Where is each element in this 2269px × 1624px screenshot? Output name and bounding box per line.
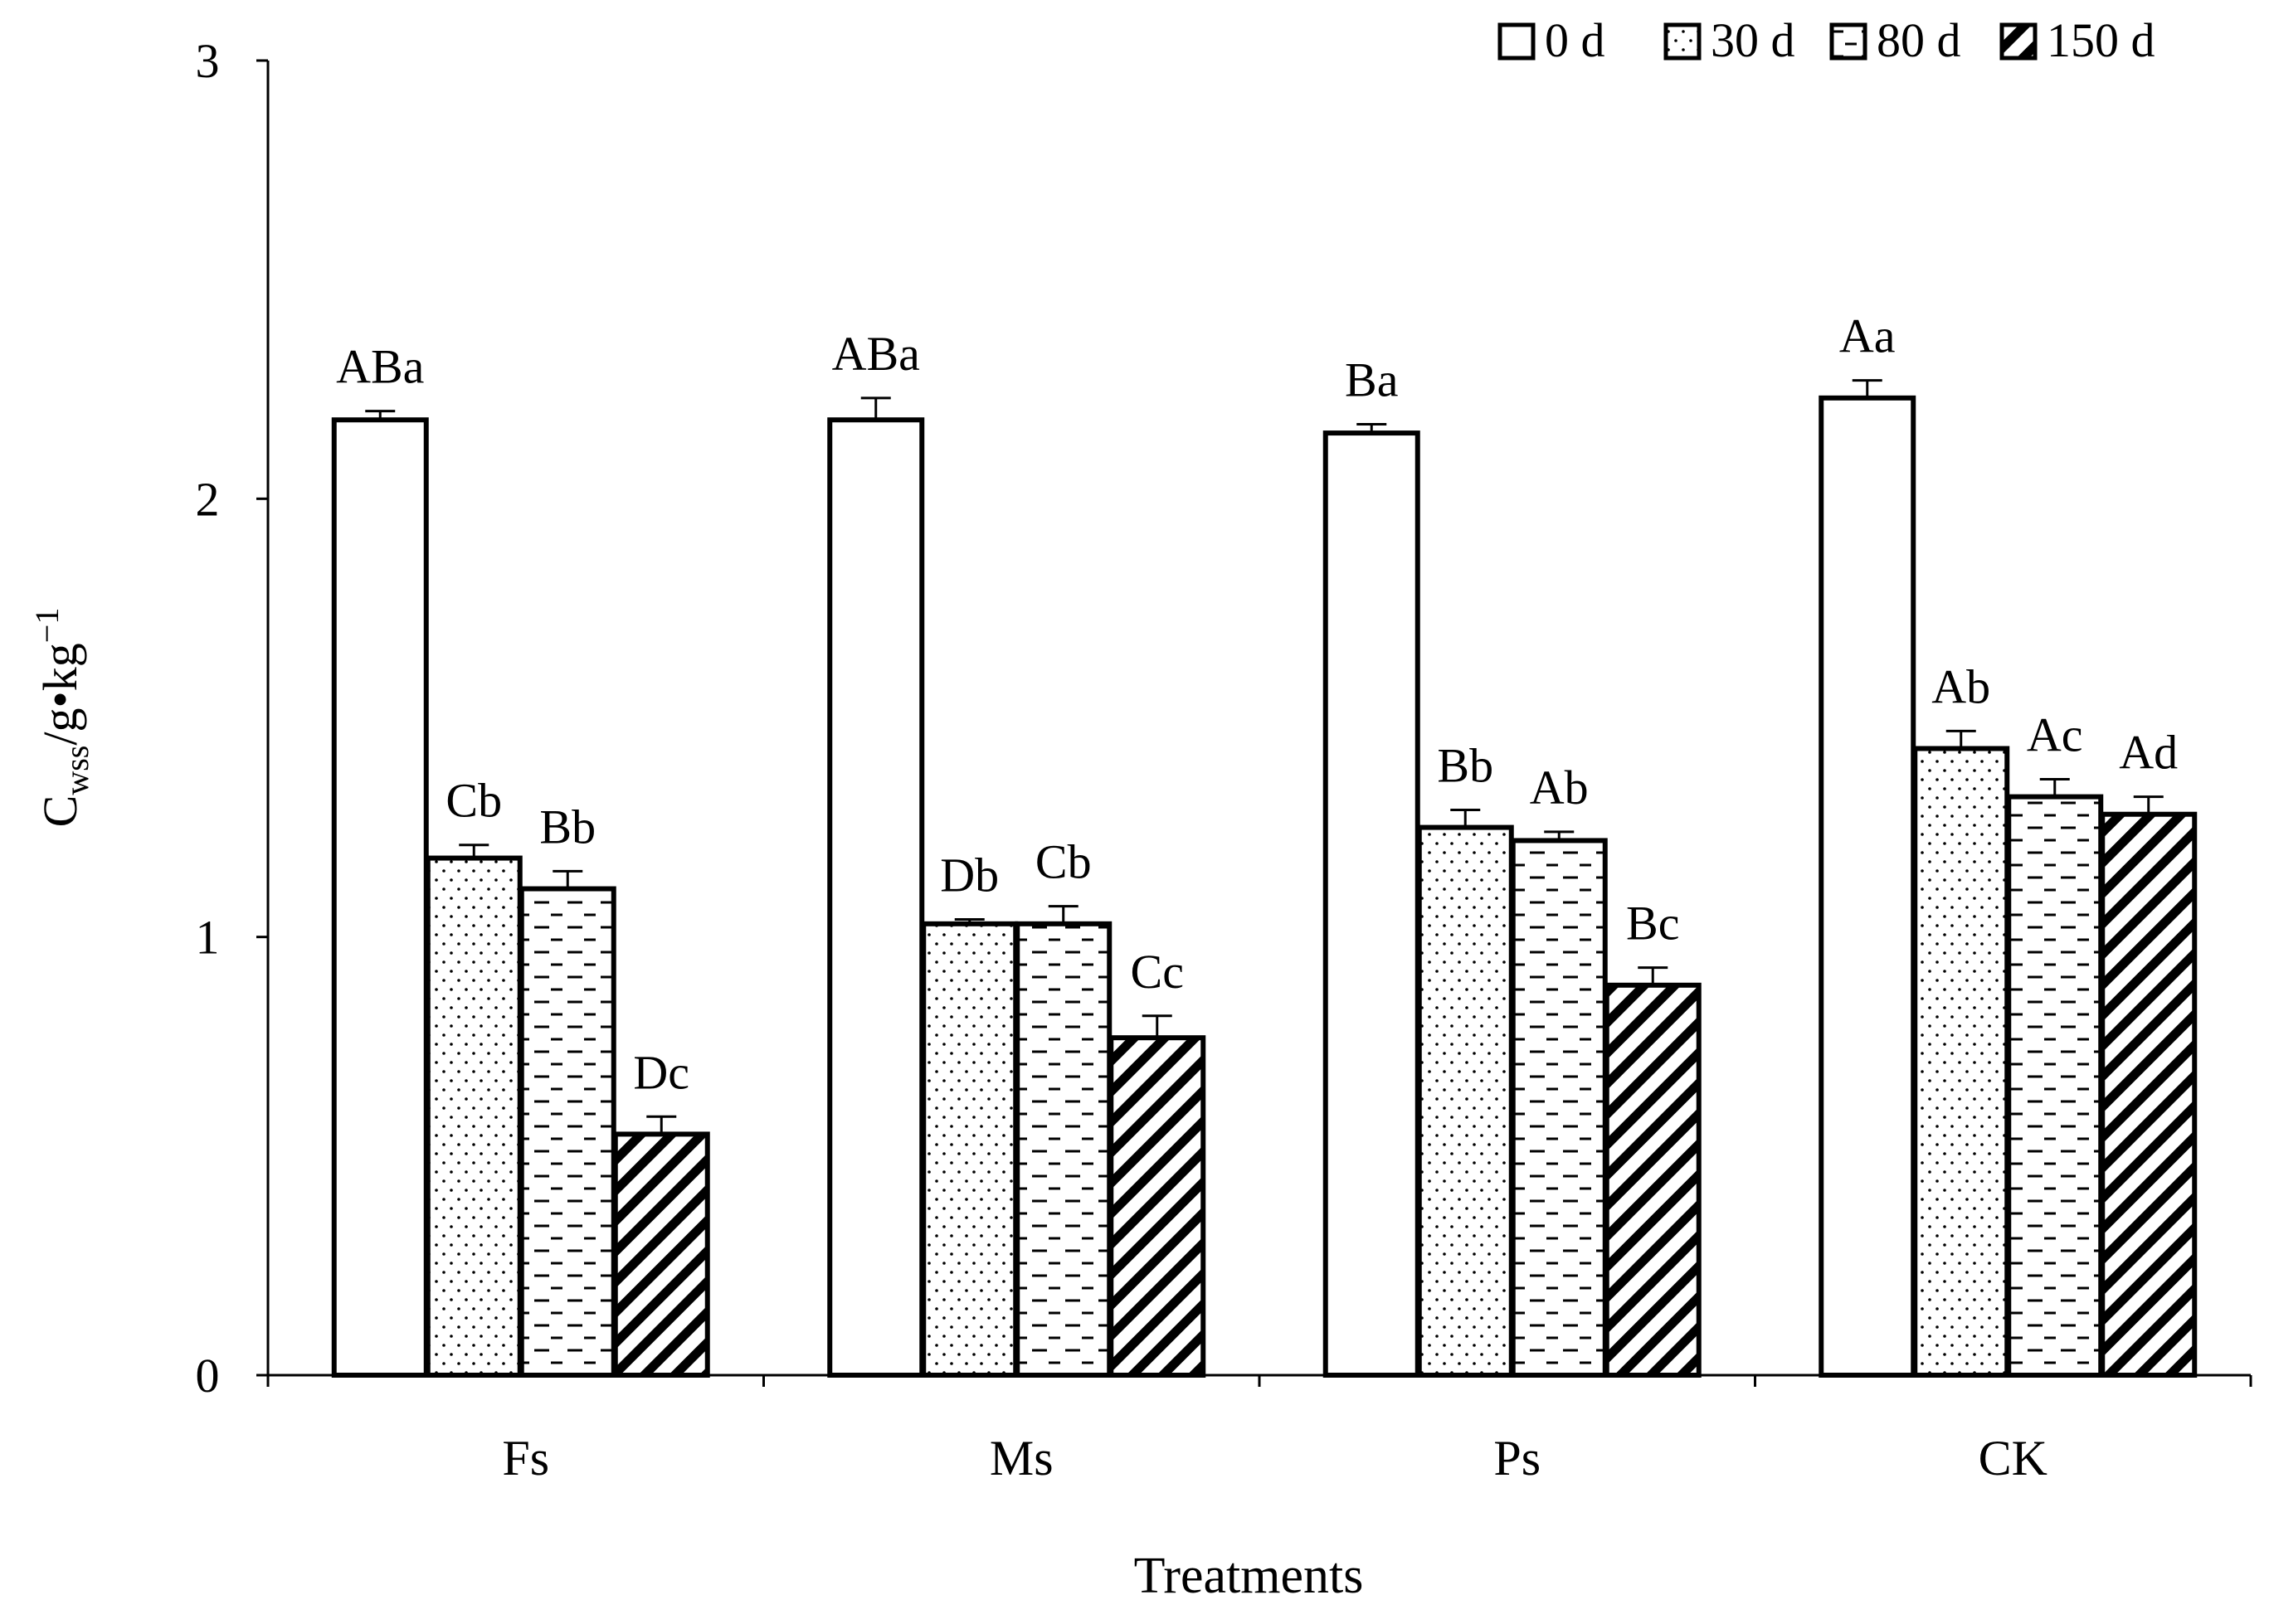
y-axis-title-sub: wss: [58, 746, 95, 795]
y-tick-label: 0: [196, 1349, 220, 1403]
category-label-ms: Ms: [990, 1431, 1054, 1485]
bar-ms-0d: [827, 417, 925, 1378]
bar-series: [331, 379, 2198, 1378]
significance-label: Cb: [1035, 835, 1092, 889]
legend-label: 150 d: [2047, 13, 2155, 67]
significance-label: Ab: [1931, 659, 1990, 713]
bar-ps-0d: [1322, 430, 1420, 1378]
x-axis-ticks: [266, 1375, 2252, 1387]
y-tick-label: 1: [196, 911, 220, 965]
significance-label: ABa: [832, 327, 920, 381]
category-labels: Fs Ms Ps CK: [502, 1431, 2047, 1485]
legend-swatch-30d: [1663, 22, 1702, 61]
significance-labels: ABa Cb Bb Dc ABa Db Cb Cc Ba Bb Ab Bc Aa Ab Ac Ad: [336, 309, 2178, 1100]
bar-ck-80d: [2006, 794, 2104, 1378]
y-axis-title-unit: /g•kg: [33, 643, 87, 745]
bar-ps-30d: [1416, 824, 1514, 1378]
legend-swatch-80d: [1829, 22, 1867, 61]
significance-label: Ac: [2027, 707, 2083, 761]
category-label-ck: CK: [1979, 1431, 2047, 1485]
y-axis-title: Cwss/g•kg−1: [28, 608, 95, 828]
legend-label: 0 d: [1545, 13, 1605, 67]
bar-ms-150d: [1108, 1035, 1206, 1378]
significance-label: Bb: [539, 800, 596, 853]
y-tick-label: 3: [196, 34, 220, 88]
significance-label: ABa: [336, 340, 424, 394]
legend-label: 30 d: [1711, 13, 1795, 67]
bar-fs-80d: [519, 886, 616, 1378]
y-axis-ticks: 0 1 2 3: [196, 34, 268, 1403]
significance-label: Ba: [1345, 353, 1398, 407]
significance-label: Db: [940, 848, 999, 902]
bar-ck-30d: [1912, 746, 2010, 1378]
category-label-fs: Fs: [502, 1431, 549, 1485]
bar-ck-0d: [1819, 395, 1916, 1378]
significance-label: Ab: [1530, 761, 1589, 814]
significance-label: Aa: [1839, 309, 1896, 363]
significance-label: Cb: [446, 774, 502, 828]
significance-label: Ad: [2119, 726, 2178, 780]
legend-swatch-150d: [1999, 22, 2038, 61]
significance-label: Cc: [1131, 945, 1184, 999]
y-tick-label: 2: [196, 472, 220, 526]
category-label-ps: Ps: [1493, 1431, 1541, 1485]
significance-label: Bc: [1626, 897, 1679, 951]
bar-ms-80d: [1015, 921, 1113, 1378]
bar-fs-150d: [612, 1131, 710, 1378]
bar-ps-80d: [1510, 838, 1608, 1378]
bar-fs-30d: [425, 855, 523, 1378]
y-axis-title-main: C: [33, 795, 87, 828]
bar-ps-150d: [1604, 982, 1702, 1378]
legend-label: 80 d: [1877, 13, 1961, 67]
legend: 0 d 30 d 80 d 150 d: [1497, 13, 2155, 67]
significance-label: Bb: [1437, 738, 1493, 792]
bar-fs-0d: [331, 417, 429, 1378]
significance-label: Dc: [633, 1045, 689, 1099]
bar-ms-30d: [921, 921, 1019, 1378]
bar-ck-150d: [2100, 811, 2198, 1378]
legend-swatch-0d: [1497, 22, 1536, 61]
y-axis-title-sup: −1: [28, 608, 66, 644]
x-axis-title: Treatments: [1134, 1548, 1364, 1604]
